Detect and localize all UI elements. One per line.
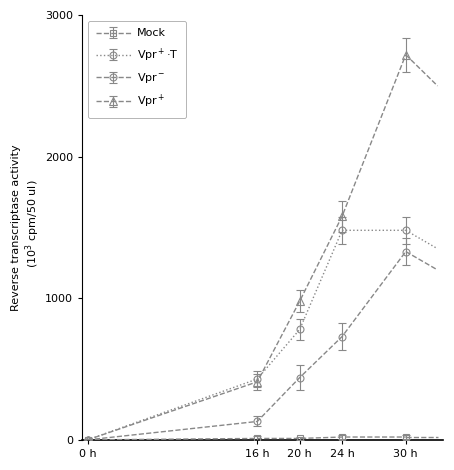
Legend: Mock, Vpr$^+$·T, Vpr$^-$, Vpr$^+$: Mock, Vpr$^+$·T, Vpr$^-$, Vpr$^+$	[88, 21, 186, 118]
Y-axis label: Reverse transcriptase activity
  (10$^3$ cpm/50 ul): Reverse transcriptase activity (10$^3$ c…	[11, 144, 42, 311]
